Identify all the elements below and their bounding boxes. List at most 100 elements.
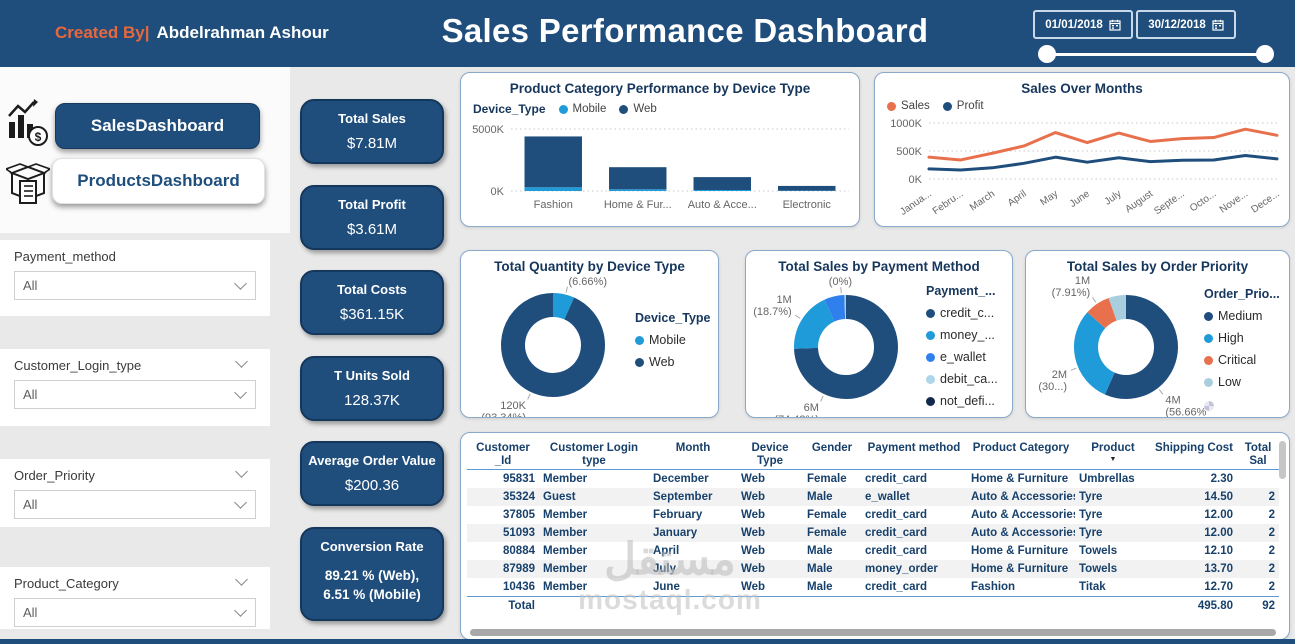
- product-category-dropdown[interactable]: All: [14, 598, 256, 627]
- table-cell: Titak: [1079, 581, 1106, 593]
- table-cell: Auto & Accessories: [971, 527, 1075, 539]
- date-to-input[interactable]: 30/12/2018: [1136, 10, 1236, 39]
- column-header[interactable]: Month: [649, 440, 737, 470]
- table-cell: 80884: [503, 545, 535, 557]
- column-header[interactable]: Total Sal: [1237, 440, 1279, 470]
- date-from-input[interactable]: 01/01/2018: [1033, 10, 1133, 39]
- legend-item[interactable]: Mobile: [635, 333, 711, 347]
- chevron-down-icon: [234, 386, 247, 399]
- table-cell: Home & Furniture: [971, 473, 1069, 485]
- kpi-total-sales: Total Sales $7.81M: [300, 99, 444, 164]
- table-row[interactable]: 51093 Member January Web Female credit_card Au…: [467, 524, 1279, 542]
- legend-item[interactable]: Mobile: [558, 103, 606, 115]
- table-cell: 10436: [503, 581, 535, 593]
- page-title: Sales Performance Dashboard: [441, 12, 929, 49]
- legend-item[interactable]: Medium: [1204, 309, 1280, 323]
- chart-title: Total Quantity by Device Type: [494, 259, 685, 274]
- slider-handle-start[interactable]: [1038, 45, 1056, 63]
- column-header[interactable]: Shipping Cost: [1151, 440, 1237, 470]
- table-cell: Female: [807, 473, 847, 485]
- column-header[interactable]: Product ▼: [1075, 440, 1151, 470]
- legend-item[interactable]: not_defi...: [926, 394, 998, 408]
- table-row[interactable]: 35324 Guest September Web Male e_wallet Auto &…: [467, 488, 1279, 506]
- table-total-cell: 92: [1237, 596, 1279, 615]
- legend-overflow-dot: [1204, 401, 1214, 411]
- table-row[interactable]: 37805 Member February Web Female credit_card A…: [467, 506, 1279, 524]
- sort-descending-icon: ▼: [1109, 456, 1117, 463]
- legend-item[interactable]: e_wallet: [926, 350, 998, 364]
- donut-plot[interactable]: 9K(6.66%) 120K(93.34%): [461, 275, 636, 417]
- table-row[interactable]: 10436 Member June Web Male credit_card Fashion…: [467, 578, 1279, 597]
- table-cell: Auto & Accessories: [971, 509, 1075, 521]
- table-total-cell: [967, 596, 1075, 615]
- customer-login-type-dropdown[interactable]: All: [14, 380, 256, 409]
- legend-item[interactable]: Web: [635, 355, 711, 369]
- svg-text:Octo...: Octo...: [1188, 188, 1218, 214]
- legend-item[interactable]: Web: [619, 103, 657, 115]
- svg-text:July: July: [1103, 188, 1124, 207]
- column-header[interactable]: Gender: [803, 440, 861, 470]
- column-header[interactable]: Customer Login type: [539, 440, 649, 470]
- chevron-down-icon[interactable]: [235, 465, 248, 478]
- calendar-icon: [1109, 19, 1121, 31]
- table-total-cell: Total: [467, 596, 539, 615]
- table-row[interactable]: 95831 Member December Web Female credit_card H…: [467, 470, 1279, 489]
- order-priority-dropdown[interactable]: All: [14, 490, 256, 519]
- legend-item[interactable]: money_...: [926, 328, 998, 342]
- table-cell: Member: [543, 473, 588, 485]
- chart-title: Sales Over Months: [1021, 81, 1143, 96]
- table-cell: September: [653, 491, 713, 503]
- slider-handle-end[interactable]: [1256, 45, 1274, 63]
- svg-text:Febru...: Febru...: [931, 188, 966, 217]
- chart-legend: Device_Type Mobile Web: [635, 311, 711, 377]
- table-cell: 2.30: [1210, 473, 1233, 485]
- table-cell: 12.00: [1204, 527, 1233, 539]
- table-cell: money_order: [865, 563, 938, 575]
- line-plot[interactable]: 0K 500K 1000K Janua...Febru... March April May…: [877, 113, 1287, 223]
- sidebar-item-products-dashboard[interactable]: ProductsDashboard: [52, 158, 265, 204]
- legend-item[interactable]: credit_c...: [926, 306, 998, 320]
- table-row[interactable]: 87989 Member July Web Male money_order Home & …: [467, 560, 1279, 578]
- legend-label: Low: [1218, 375, 1241, 389]
- legend-item[interactable]: Low: [1204, 375, 1280, 389]
- sales-chart-icon: $: [8, 99, 48, 146]
- donut-plot[interactable]: 6M(74.48%) 1M(18.7%) 0M(0%): [746, 275, 926, 417]
- table-row[interactable]: 80884 Member April Web Male credit_card Home &…: [467, 542, 1279, 560]
- donut-plot[interactable]: 4M (56.66%) 2M (30...) 1M (7.91%): [1026, 275, 1206, 417]
- svg-text:0K: 0K: [909, 174, 923, 186]
- column-header[interactable]: Product Category: [967, 440, 1075, 470]
- table-horizontal-scrollbar[interactable]: [470, 629, 1276, 636]
- column-header[interactable]: Device Type: [737, 440, 803, 470]
- detail-table-card: Customer _Id Customer Login type Month Devi…: [460, 432, 1290, 640]
- svg-text:June: June: [1068, 188, 1092, 210]
- payment-method-dropdown[interactable]: All: [14, 271, 256, 300]
- table-header[interactable]: Customer _Id Customer Login type Month Devi…: [467, 440, 1279, 470]
- chevron-down-icon: [234, 277, 247, 290]
- column-header[interactable]: Customer _Id: [467, 440, 539, 470]
- date-range-slider[interactable]: [1046, 53, 1266, 56]
- svg-text:120K(93.34%): 120K(93.34%): [481, 400, 526, 417]
- legend-item[interactable]: Critical: [1204, 353, 1280, 367]
- chevron-down-icon[interactable]: [235, 355, 248, 368]
- legend-item[interactable]: debit_ca...: [926, 372, 998, 386]
- legend-item[interactable]: Profit: [942, 100, 984, 112]
- chevron-down-icon[interactable]: [235, 573, 248, 586]
- chart-quantity-by-device: Total Quantity by Device Type 9K(6.66%) 1…: [460, 250, 719, 418]
- svg-text:August: August: [1123, 188, 1155, 215]
- table-cell: Male: [807, 581, 833, 593]
- table-cell: December: [653, 473, 709, 485]
- svg-text:1M(18.7%): 1M (18.7%): [753, 294, 792, 318]
- column-header[interactable]: Payment method: [861, 440, 967, 470]
- svg-text:March: March: [968, 188, 997, 213]
- table-cell: Male: [807, 563, 833, 575]
- legend-item[interactable]: Sales: [887, 100, 930, 112]
- svg-text:$: $: [35, 130, 42, 144]
- stacked-bar-plot[interactable]: 0K 5000K Fashion Home & Fur... Auto & Acce..…: [463, 117, 855, 223]
- kpi-value: $361.15K: [339, 306, 405, 323]
- legend-item[interactable]: High: [1204, 331, 1280, 345]
- table-vertical-scrollbar[interactable]: [1279, 441, 1286, 479]
- kpi-value: $7.81M: [346, 135, 398, 152]
- table-cell: Home & Furniture: [971, 563, 1069, 575]
- sidebar-item-sales-dashboard[interactable]: SalesDashboard: [55, 103, 260, 149]
